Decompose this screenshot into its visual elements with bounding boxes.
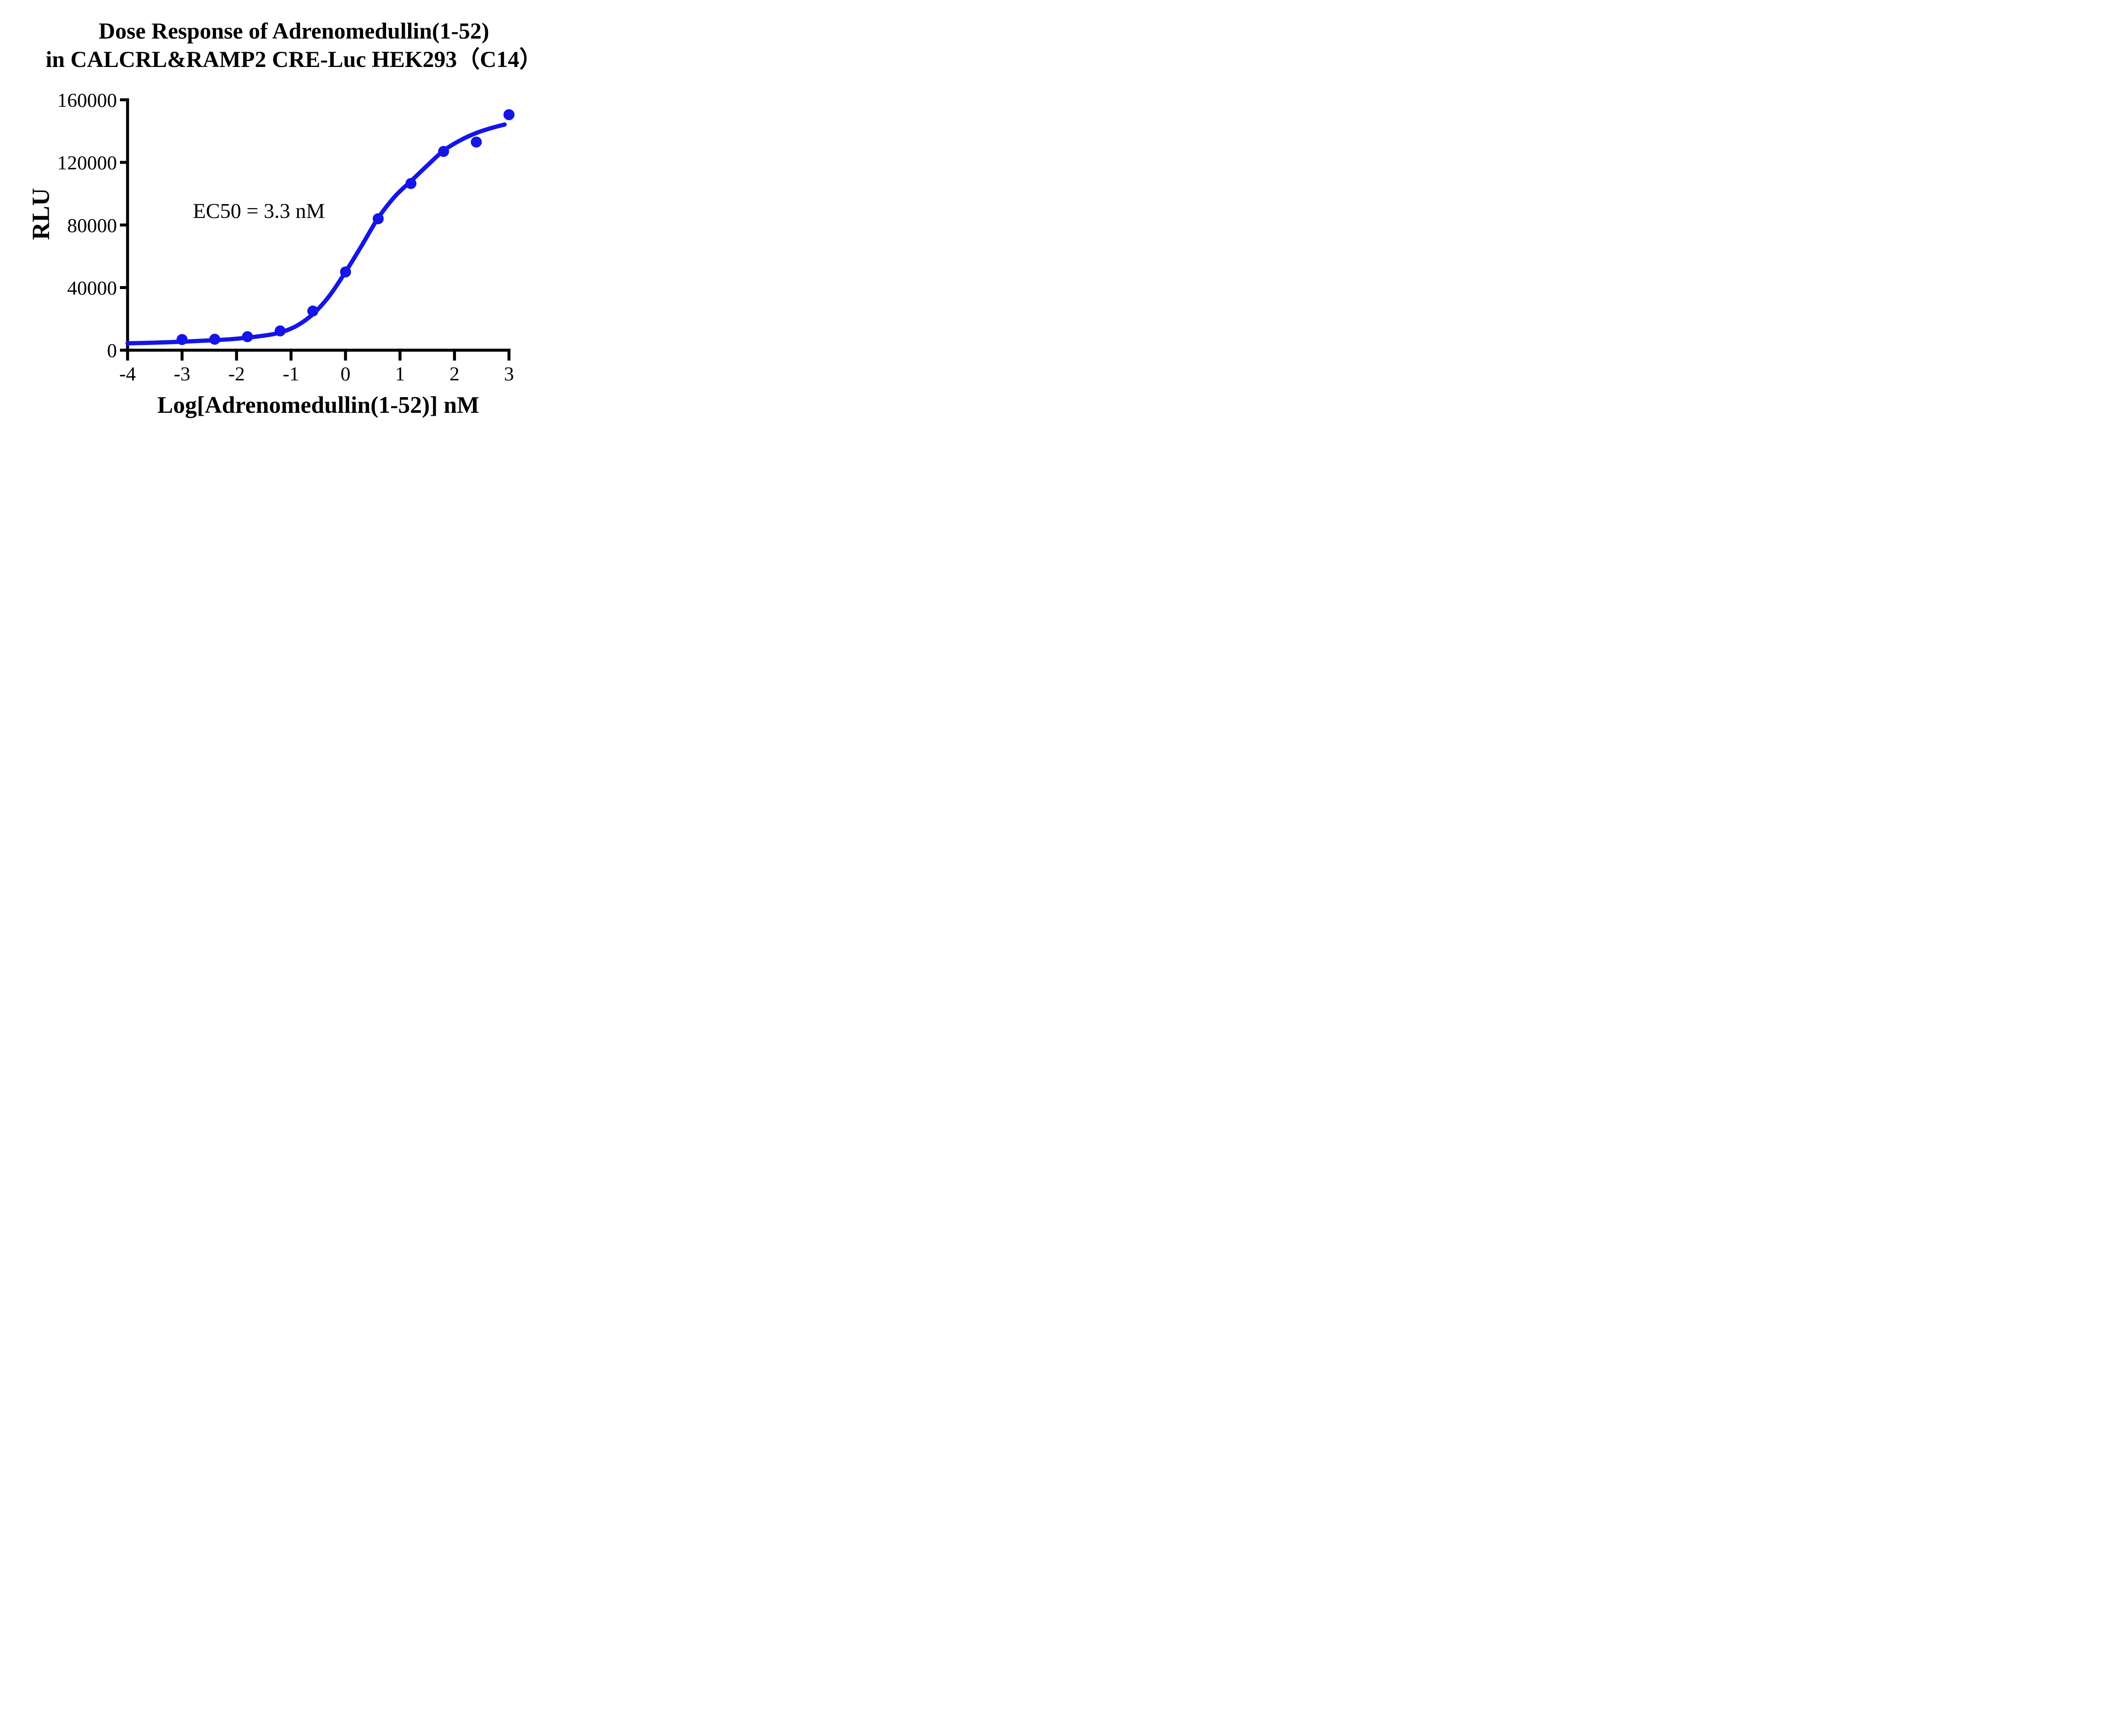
data-point xyxy=(307,305,319,317)
data-point xyxy=(242,331,253,342)
data-point xyxy=(373,213,384,225)
y-tick-label: 40000 xyxy=(67,277,117,299)
x-tick-label: 2 xyxy=(450,363,460,385)
plot-area: 0 40000 80000 120000 160000 -4 -3 -2 -1 0 1 2 3 xyxy=(57,89,514,385)
x-tick-label: 1 xyxy=(395,363,405,385)
data-point xyxy=(275,325,286,337)
x-tick-label: -4 xyxy=(119,363,136,385)
data-point xyxy=(209,334,220,345)
x-axis-label: Log[Adrenomedullin(1-52)] nM xyxy=(157,392,479,418)
x-tick-label: 0 xyxy=(341,363,351,385)
y-tick-label: 80000 xyxy=(67,214,117,236)
data-point xyxy=(438,146,449,157)
y-tick-label: 0 xyxy=(107,340,117,362)
chart-title-line2: in CALCRL&RAMP2 CRE-Luc HEK293（C14） xyxy=(45,47,542,72)
x-tick-label: 3 xyxy=(504,363,514,385)
data-point xyxy=(340,266,351,278)
data-point xyxy=(470,136,482,148)
data-point xyxy=(503,109,514,120)
x-tick-label: -2 xyxy=(228,363,245,385)
ec50-annotation: EC50 = 3.3 nM xyxy=(193,199,325,223)
y-tick-label: 160000 xyxy=(57,89,117,111)
y-tick-label: 120000 xyxy=(57,152,117,174)
x-tick-label: -3 xyxy=(174,363,190,385)
data-point xyxy=(405,178,417,189)
data-point xyxy=(176,334,188,345)
dose-response-figure: Dose Response of Adrenomedullin(1-52) in… xyxy=(0,0,588,434)
x-tick-label: -1 xyxy=(283,363,299,385)
chart-title-line1: Dose Response of Adrenomedullin(1-52) xyxy=(98,18,489,44)
chart-title: Dose Response of Adrenomedullin(1-52) in… xyxy=(0,17,588,74)
